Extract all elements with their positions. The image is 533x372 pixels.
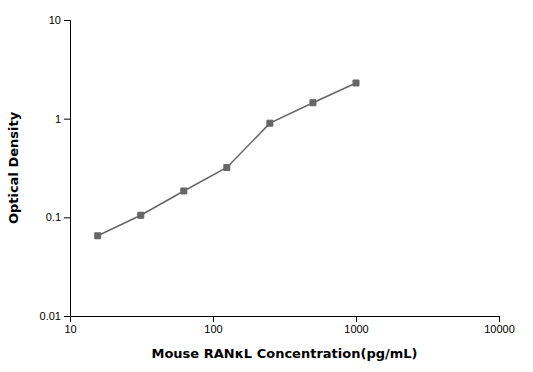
x-axis-title: Mouse RANκL Concentration(pg/mL) [151,346,417,361]
y-tick-label: 0.1 [46,211,61,223]
marker [95,233,101,239]
x-axis-line [71,317,500,323]
line [98,83,356,236]
x-tick-mark [499,316,500,322]
marker [181,188,187,194]
y-axis-line [64,21,71,317]
y-tick: 0.01 [40,310,70,322]
x-tick-mark [356,316,357,322]
y-tick: 0.1 [46,211,70,223]
plot: 10 100 1000 10000 0.01 0.1 1 10 [40,14,515,335]
y-tick-mark [64,119,70,120]
x-tick: 100 [204,316,222,335]
x-tick-label: 10 [64,323,76,335]
marker [138,212,144,218]
y-tick-label: 10 [49,14,61,26]
y-tick: 1 [55,113,70,125]
y-tick-mark [64,20,70,21]
x-tick: 10 [64,316,76,335]
y-axis-title: Optical Density [6,111,21,224]
y-tick: 10 [49,14,70,26]
y-tick-label: 0.01 [40,310,61,322]
x-tick-label: 1000 [344,323,368,335]
chart: 10 100 1000 10000 0.01 0.1 1 10 Mouse RANκL Conc… [0,0,533,372]
marker [224,164,230,170]
x-axis: 10 100 1000 10000 [64,316,514,335]
x-tick: 10000 [484,316,515,335]
x-tick-mark [213,316,214,322]
x-tick-label: 100 [204,323,222,335]
y-tick-mark [64,316,70,317]
y-tick-label: 1 [55,113,61,125]
marker [267,120,273,126]
y-axis: 0.01 0.1 1 10 [40,14,71,322]
data [95,80,359,239]
x-tick: 1000 [344,316,368,335]
x-tick-label: 10000 [484,323,515,335]
y-tick-mark [64,217,70,218]
marker [353,80,359,86]
marker [310,100,316,106]
